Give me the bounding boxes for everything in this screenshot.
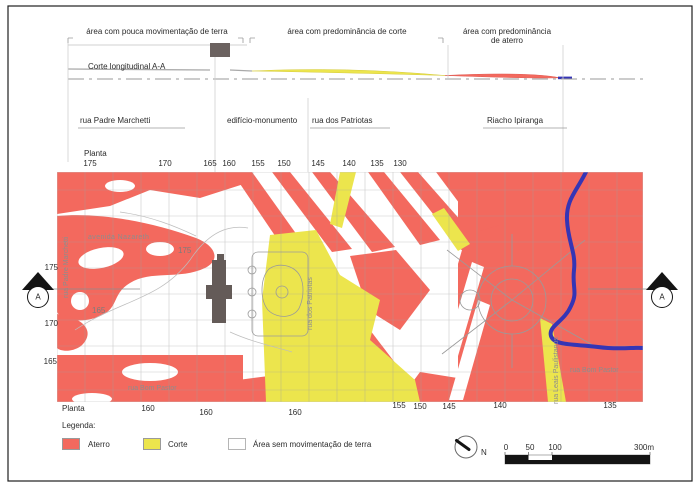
street-header-riacho-ipiranga: Riacho Ipiranga bbox=[487, 116, 544, 125]
corte-areas bbox=[262, 172, 566, 402]
bottom-tick: 135 bbox=[603, 401, 617, 410]
street-header-dos-patriotas: rua dos Patriotas bbox=[312, 116, 373, 125]
section-line-aa bbox=[22, 272, 678, 308]
rua-padre-marchetti-label: rua Padre Marchetti bbox=[63, 236, 70, 298]
rua-leais-paulistanos-label: rua Leais Paulistanos bbox=[553, 337, 560, 404]
zone-label-fill-line1: área com predominância bbox=[446, 27, 568, 36]
top-axis-title: Planta bbox=[84, 149, 107, 158]
top-tick: 155 bbox=[251, 159, 265, 168]
zone-label-fill-line2: de aterro bbox=[446, 36, 568, 45]
bottom-axis-title: Planta bbox=[62, 404, 85, 413]
contour-175-label: 175 bbox=[178, 246, 192, 255]
figure-border bbox=[7, 5, 693, 482]
section-title: Corte longitudinal A-A bbox=[88, 62, 166, 71]
rua-dos-patriotas-label: rua dos Patriotas bbox=[307, 277, 314, 330]
north-label: N bbox=[481, 448, 487, 457]
bottom-tick: 145 bbox=[442, 402, 456, 411]
top-tick: 175 bbox=[83, 159, 97, 168]
street-header-padre-marchetti: rua Padre Marchetti bbox=[80, 116, 151, 125]
bottom-tick: 160 bbox=[141, 404, 155, 413]
bottom-tick: 155 bbox=[392, 401, 406, 410]
scale-tick-0: 0 bbox=[503, 443, 509, 452]
left-tick: 165 bbox=[43, 357, 57, 366]
top-tick: 160 bbox=[222, 159, 236, 168]
street-grid bbox=[57, 172, 643, 402]
bottom-tick: 150 bbox=[413, 402, 427, 411]
top-tick: 145 bbox=[311, 159, 325, 168]
profile-monument-block bbox=[210, 43, 230, 57]
legend-swatch-aterro bbox=[62, 438, 80, 450]
avenida-nazareth-label: avenida Nazareth bbox=[88, 234, 150, 241]
legend-swatch-corte bbox=[143, 438, 161, 450]
legend-title: Legenda: bbox=[62, 421, 96, 430]
scale-tick-300m: 300m bbox=[633, 443, 655, 452]
monument-footprint bbox=[206, 254, 232, 323]
contour-lines bbox=[74, 211, 293, 353]
left-tick: 175 bbox=[44, 263, 58, 272]
profile-fill-lens bbox=[444, 73, 561, 79]
bottom-tick: 140 bbox=[493, 401, 507, 410]
top-tick: 130 bbox=[393, 159, 407, 168]
rua-bom-pastor-east-label: rua Bom Pastor bbox=[570, 367, 619, 374]
legend-label-corte: Corte bbox=[168, 440, 188, 449]
scale-tick-50: 50 bbox=[525, 443, 535, 452]
left-tick: 170 bbox=[44, 319, 58, 328]
guide-lines bbox=[67, 43, 564, 172]
top-tick: 140 bbox=[342, 159, 356, 168]
legend-swatch-no-movement bbox=[228, 438, 246, 450]
profile-ground-line bbox=[67, 68, 253, 72]
section-marker-a-left: A bbox=[35, 292, 41, 302]
profile-cut-lens bbox=[251, 69, 446, 76]
scale-bar bbox=[504, 452, 651, 465]
top-tick: 135 bbox=[370, 159, 384, 168]
profile-section bbox=[67, 37, 648, 172]
scale-tick-100: 100 bbox=[548, 443, 562, 452]
bottom-tick: 160 bbox=[288, 408, 302, 417]
riacho-ipiranga-stream bbox=[548, 172, 643, 351]
plan-map bbox=[57, 172, 643, 402]
street-header-edificio-monumento: edifício-monumento bbox=[227, 116, 298, 125]
rua-bom-pastor-west-label: rua Bom Pastor bbox=[128, 385, 177, 392]
zone-label-cut: área com predominância de corte bbox=[250, 27, 444, 36]
bottom-tick: 160 bbox=[199, 408, 213, 417]
top-tick: 165 bbox=[203, 159, 217, 168]
top-tick: 150 bbox=[277, 159, 291, 168]
contour-165-label: 165 bbox=[92, 306, 106, 315]
top-tick: 170 bbox=[158, 159, 172, 168]
section-marker-a-right: A bbox=[659, 292, 665, 302]
legend-label-aterro: Aterro bbox=[88, 440, 110, 449]
profile-river-tick bbox=[558, 76, 572, 80]
north-arrow bbox=[454, 435, 478, 459]
legend-label-no-movement: Área sem movimentação de terra bbox=[253, 440, 372, 449]
zone-label-low-movement: área com pouca movimentação de terra bbox=[65, 27, 249, 36]
garden-parterre-outline bbox=[247, 251, 309, 337]
